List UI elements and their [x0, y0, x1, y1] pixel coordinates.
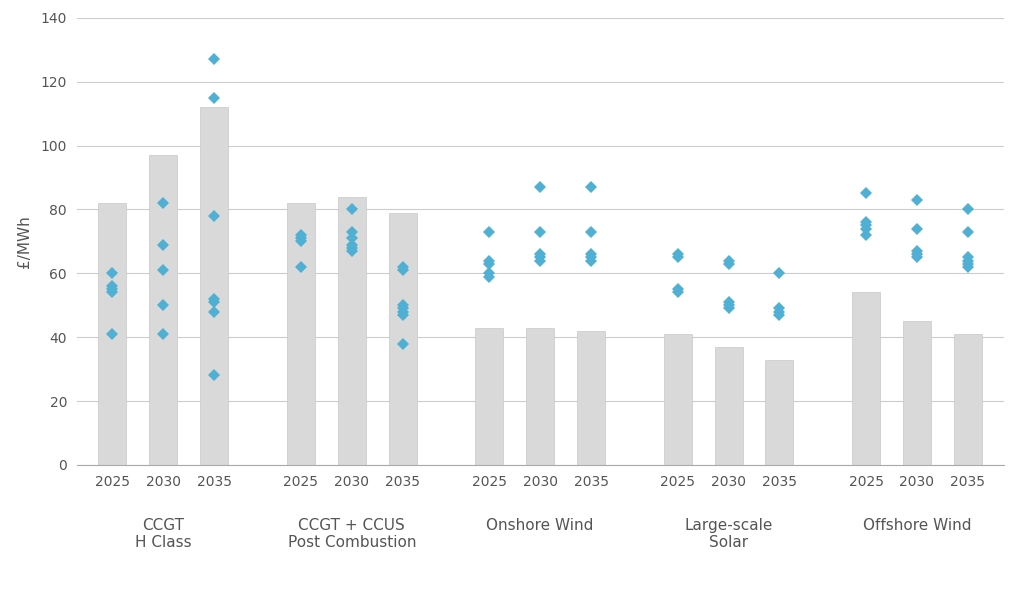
Bar: [715, 347, 742, 465]
Text: CCGT
H Class: CCGT H Class: [135, 518, 191, 550]
Bar: [578, 331, 605, 465]
Bar: [954, 334, 982, 465]
Bar: [389, 213, 417, 465]
Text: CCGT + CCUS
Post Combustion: CCGT + CCUS Post Combustion: [288, 518, 416, 550]
Bar: [526, 328, 554, 465]
Text: Offshore Wind: Offshore Wind: [862, 518, 971, 533]
Bar: [664, 334, 691, 465]
Y-axis label: £/MWh: £/MWh: [17, 215, 33, 268]
Bar: [852, 293, 880, 465]
Text: Onshore Wind: Onshore Wind: [486, 518, 594, 533]
Text: Large-scale
Solar: Large-scale Solar: [684, 518, 773, 550]
Bar: [338, 197, 366, 465]
Bar: [475, 328, 503, 465]
Bar: [150, 155, 177, 465]
Bar: [201, 107, 228, 465]
Bar: [287, 203, 314, 465]
Bar: [903, 321, 931, 465]
Bar: [766, 359, 794, 465]
Bar: [98, 203, 126, 465]
